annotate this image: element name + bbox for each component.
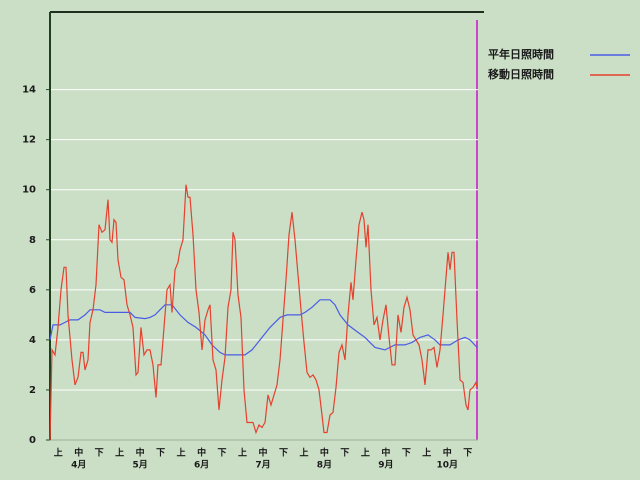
x-tick-label: 上 [299,447,308,459]
x-tick-label: 中 [197,447,206,459]
x-tick-label: 中 [136,447,145,459]
x-tick-label: 下 [402,448,411,459]
x-tick-label: 中 [320,447,329,459]
x-tick-label: 中 [258,447,267,459]
x-tick-label: 上 [361,447,370,459]
y-tick-label: 0 [29,435,36,446]
y-tick-label: 2 [29,385,36,396]
x-tick-label: 上 [422,447,431,459]
month-label: 9月 [378,460,393,471]
month-label: 10月 [437,460,459,471]
x-tick-label: 中 [74,447,83,459]
x-tick-label: 下 [279,448,288,459]
x-tick-label: 下 [95,448,104,459]
x-tick-label: 上 [115,447,124,459]
series-line [49,184,478,441]
x-tick-label: 上 [238,447,247,459]
x-tick-label: 下 [156,448,165,459]
y-tick-label: 12 [22,135,36,146]
y-tick-label: 10 [22,185,36,196]
x-tick-label: 下 [340,448,349,459]
y-tick-label: 4 [29,335,36,346]
month-label: 7月 [255,460,270,471]
y-tick-label: 14 [22,85,36,96]
x-tick-label: 上 [54,447,63,459]
month-label: 6月 [194,460,209,471]
month-label: 8月 [317,460,332,471]
legend-label: 平年日照時間 [488,47,554,61]
y-tick-label: 6 [29,285,36,296]
month-label: 4月 [71,460,86,471]
series-line [49,299,478,356]
x-tick-label: 下 [463,448,472,459]
y-tick-label: 8 [29,235,36,246]
x-tick-label: 中 [443,447,452,459]
x-tick-label: 下 [218,448,227,459]
x-tick-label: 上 [177,447,186,459]
legend-label: 移動日照時間 [488,67,554,81]
x-tick-label: 中 [381,447,390,459]
month-label: 5月 [133,460,148,471]
